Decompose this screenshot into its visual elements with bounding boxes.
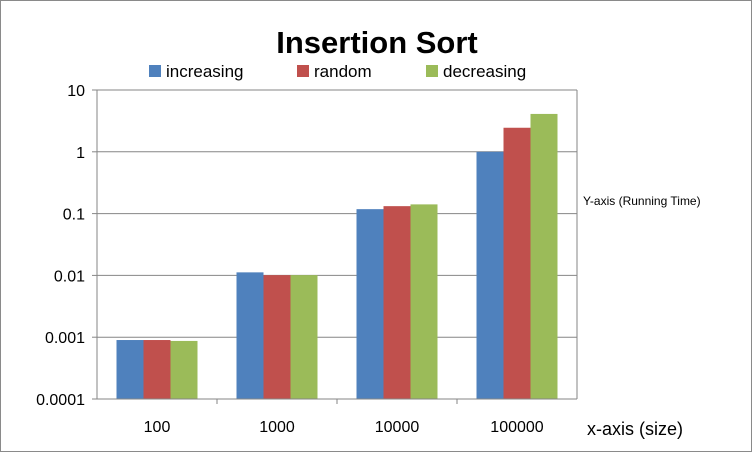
y-tick-label: 1 <box>76 145 85 162</box>
bar-random-100000 <box>503 127 531 399</box>
bar-random-10000 <box>383 206 411 399</box>
x-tick-label: 10000 <box>375 419 420 436</box>
x-tick-label: 1000 <box>259 419 295 436</box>
y-axis-ticks: 10 1 0.1 0.01 0.001 0.0001 <box>36 83 97 409</box>
bar-decreasing-10000 <box>410 204 438 399</box>
bar-increasing-100 <box>116 340 144 399</box>
y-tick-label: 10 <box>67 83 85 100</box>
x-tick-label: 100 <box>144 419 171 436</box>
bar-increasing-10000 <box>356 209 384 399</box>
bar-increasing-1000 <box>236 272 264 399</box>
y-tick-label: 0.1 <box>63 207 85 224</box>
y-axis-title: Y-axis (Running Time) <box>583 194 701 208</box>
legend-label-increasing: increasing <box>166 62 244 81</box>
x-tick-label: 100000 <box>490 419 543 436</box>
legend: increasing random decreasing <box>149 62 526 81</box>
bar-random-1000 <box>263 275 291 399</box>
y-tick-label: 0.001 <box>45 330 85 347</box>
bar-decreasing-100 <box>170 340 198 399</box>
x-axis-title: x-axis (size) <box>587 419 683 439</box>
bar-decreasing-1000 <box>290 275 318 399</box>
bars <box>116 113 558 399</box>
x-axis-ticks: 100 1000 10000 100000 <box>144 399 544 436</box>
y-tick-label: 0.0001 <box>36 392 85 409</box>
chart-title: Insertion Sort <box>276 25 478 60</box>
bar-random-100 <box>143 340 171 399</box>
y-tick-label: 0.01 <box>54 268 85 285</box>
legend-label-decreasing: decreasing <box>443 62 526 81</box>
legend-swatch-decreasing <box>426 65 438 77</box>
legend-label-random: random <box>314 62 372 81</box>
bar-increasing-100000 <box>476 151 504 399</box>
bar-decreasing-100000 <box>530 113 558 399</box>
legend-swatch-random <box>297 65 309 77</box>
legend-swatch-increasing <box>149 65 161 77</box>
